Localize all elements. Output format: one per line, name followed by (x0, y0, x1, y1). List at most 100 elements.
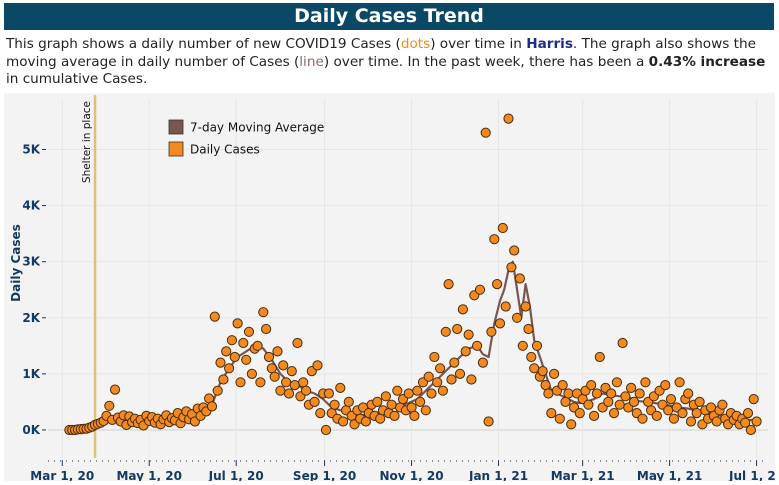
daily-case-dot[interactable] (386, 399, 397, 410)
daily-case-dot[interactable] (543, 388, 554, 399)
daily-case-dot[interactable] (537, 366, 548, 377)
daily-case-dot[interactable] (660, 380, 671, 391)
daily-case-dot[interactable] (511, 312, 523, 323)
daily-case-dot[interactable] (437, 385, 448, 396)
daily-case-dot[interactable] (252, 340, 263, 351)
daily-case-dot[interactable] (375, 413, 386, 424)
daily-case-dot[interactable] (520, 301, 531, 312)
daily-case-dot[interactable] (691, 408, 702, 419)
daily-case-dot[interactable] (263, 351, 275, 363)
daily-case-dot[interactable] (711, 416, 722, 427)
daily-case-dot[interactable] (443, 279, 454, 290)
daily-case-dot[interactable] (563, 388, 574, 399)
daily-case-dot[interactable] (392, 385, 403, 396)
daily-case-dot[interactable] (206, 401, 218, 412)
daily-case-dot[interactable] (335, 382, 346, 393)
daily-case-dot[interactable] (626, 382, 637, 393)
daily-case-dot[interactable] (109, 384, 121, 395)
daily-case-dot[interactable] (432, 377, 443, 388)
legend-label[interactable]: 7-day Moving Average (190, 121, 324, 135)
daily-case-dot[interactable] (683, 388, 694, 399)
daily-case-dot[interactable] (283, 388, 295, 399)
daily-case-dot[interactable] (586, 380, 597, 391)
daily-case-dot[interactable] (523, 323, 534, 335)
daily-case-dot[interactable] (243, 326, 255, 337)
daily-case-dot[interactable] (312, 360, 323, 371)
daily-case-dot[interactable] (258, 307, 269, 318)
daily-case-dot[interactable] (320, 424, 332, 436)
daily-case-dot[interactable] (238, 337, 249, 349)
daily-case-dot[interactable] (452, 323, 463, 335)
daily-case-dot[interactable] (380, 391, 391, 402)
daily-case-dot[interactable] (412, 385, 423, 396)
daily-case-dot[interactable] (497, 222, 508, 234)
daily-case-dot[interactable] (232, 318, 243, 329)
daily-case-dot[interactable] (506, 262, 517, 273)
daily-case-dot[interactable] (209, 311, 220, 322)
daily-case-dot[interactable] (212, 385, 223, 396)
daily-case-dot[interactable] (423, 371, 434, 382)
daily-case-dot[interactable] (668, 413, 680, 424)
daily-case-dot[interactable] (241, 354, 252, 365)
daily-case-dot[interactable] (694, 396, 705, 407)
daily-case-dot[interactable] (717, 399, 728, 410)
daily-case-dot[interactable] (289, 380, 300, 391)
daily-case-dot[interactable] (269, 371, 280, 382)
daily-case-dot[interactable] (272, 346, 283, 357)
daily-case-dot[interactable] (685, 416, 697, 427)
daily-case-dot[interactable] (628, 396, 640, 407)
daily-case-dot[interactable] (477, 357, 488, 368)
daily-case-dot[interactable] (677, 408, 688, 419)
daily-case-dot[interactable] (454, 368, 466, 379)
daily-case-dot[interactable] (426, 388, 437, 399)
daily-case-dot[interactable] (224, 363, 235, 374)
daily-case-dot[interactable] (323, 388, 334, 399)
daily-case-dot[interactable] (215, 357, 226, 368)
daily-case-dot[interactable] (540, 380, 551, 391)
daily-case-dot[interactable] (415, 396, 426, 407)
daily-case-dot[interactable] (517, 340, 528, 351)
daily-case-dot[interactable] (531, 340, 543, 351)
daily-case-dot[interactable] (620, 391, 631, 402)
daily-case-dot[interactable] (549, 368, 560, 379)
daily-case-dot[interactable] (449, 357, 460, 368)
daily-case-dot[interactable] (560, 396, 571, 407)
daily-case-dot[interactable] (494, 318, 506, 329)
daily-case-dot[interactable] (486, 326, 497, 337)
daily-case-dot[interactable] (611, 377, 623, 388)
daily-case-dot[interactable] (745, 424, 757, 436)
daily-case-dot[interactable] (261, 323, 272, 335)
daily-case-dot[interactable] (446, 374, 457, 385)
daily-case-dot[interactable] (457, 304, 468, 315)
daily-case-dot[interactable] (740, 417, 751, 428)
daily-case-dot[interactable] (298, 377, 309, 388)
daily-case-dot[interactable] (651, 410, 662, 421)
daily-case-dot[interactable] (474, 284, 486, 295)
daily-case-dot[interactable] (566, 419, 577, 430)
daily-case-dot[interactable] (509, 245, 520, 256)
daily-case-dot[interactable] (472, 340, 483, 351)
daily-case-dot[interactable] (608, 408, 620, 419)
daily-case-dot[interactable] (617, 337, 628, 349)
daily-case-dot[interactable] (275, 385, 286, 396)
legend-label[interactable]: Daily Cases (190, 143, 260, 157)
daily-case-dot[interactable] (489, 234, 500, 245)
daily-case-dot[interactable] (500, 301, 511, 312)
daily-case-dot[interactable] (640, 377, 651, 388)
daily-case-dot[interactable] (557, 380, 568, 391)
daily-case-dot[interactable] (309, 396, 320, 407)
daily-case-dot[interactable] (591, 388, 603, 399)
daily-case-dot[interactable] (343, 396, 354, 407)
daily-case-dot[interactable] (705, 402, 717, 413)
daily-case-dot[interactable] (529, 363, 540, 374)
daily-case-dot[interactable] (235, 377, 246, 388)
daily-case-dot[interactable] (229, 351, 240, 363)
daily-case-dot[interactable] (606, 388, 617, 399)
daily-case-dot[interactable] (583, 399, 594, 410)
daily-case-dot[interactable] (514, 273, 526, 284)
daily-case-dot[interactable] (603, 396, 614, 407)
daily-case-dot[interactable] (286, 366, 297, 377)
daily-case-dot[interactable] (221, 346, 232, 357)
daily-case-dot[interactable] (526, 351, 537, 363)
daily-case-dot[interactable] (278, 360, 289, 371)
